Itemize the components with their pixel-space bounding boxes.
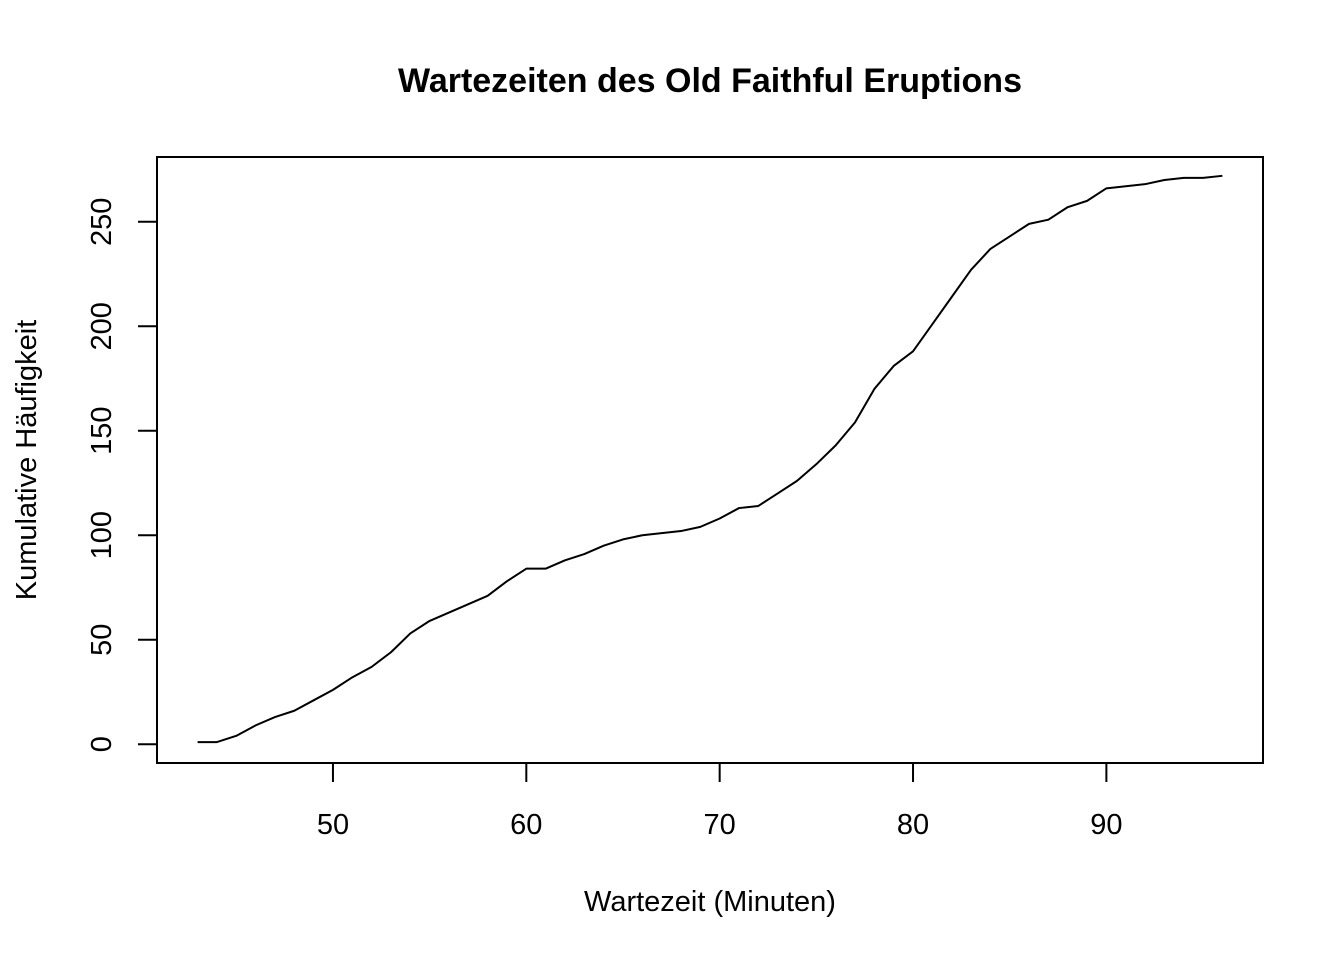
x-tick-label: 50 — [317, 809, 349, 841]
y-tick-label: 50 — [86, 624, 118, 656]
x-tick-label: 90 — [1090, 809, 1122, 841]
plot-area-frame — [156, 156, 1264, 764]
y-axis-label: Kumulative Häufigkeit — [11, 320, 43, 600]
cumulative-frequency-line — [197, 174, 1223, 744]
x-axis: 50 60 70 80 90 — [317, 762, 1123, 841]
x-axis-label: Wartezeit (Minuten) — [584, 886, 836, 918]
x-tick-label: 60 — [510, 809, 542, 841]
x-tick-label: 70 — [704, 809, 736, 841]
x-tick-label: 80 — [897, 809, 929, 841]
y-tick-label: 250 — [86, 198, 118, 246]
y-tick-label: 150 — [86, 407, 118, 455]
y-tick-label: 200 — [86, 302, 118, 350]
chart-title: Wartezeiten des Old Faithful Eruptions — [398, 62, 1022, 100]
y-axis: 0 50 100 150 200 250 — [86, 198, 158, 752]
y-tick-label: 100 — [86, 511, 118, 559]
y-tick-label: 0 — [86, 736, 118, 752]
